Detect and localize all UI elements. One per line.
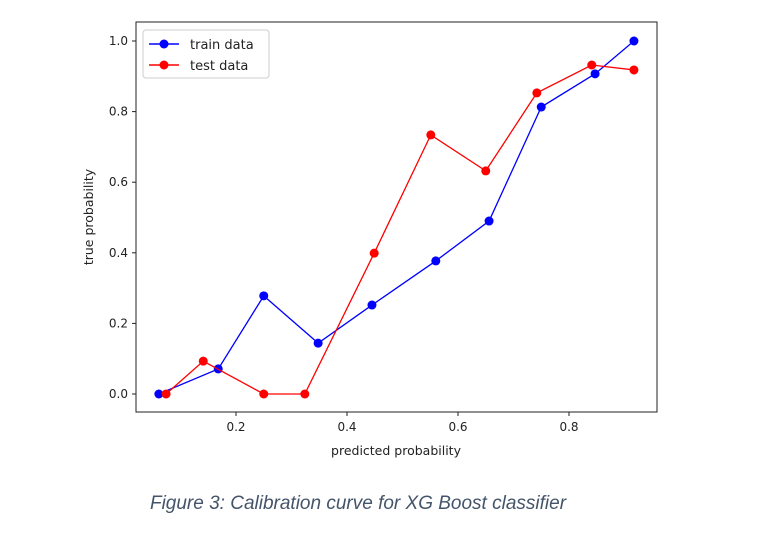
test-data-point xyxy=(161,389,171,399)
legend: train data test data xyxy=(142,29,270,79)
y-tick-label: 0.0 xyxy=(109,387,128,401)
test-data-point xyxy=(481,166,491,176)
train-data-point xyxy=(629,36,639,46)
test-data-point xyxy=(259,389,269,399)
legend-train-label: train data xyxy=(190,38,254,53)
legend-box xyxy=(142,29,270,79)
x-tick-label: 0.4 xyxy=(337,420,356,434)
y-tick-label: 0.8 xyxy=(109,105,128,119)
test-data-point xyxy=(426,130,436,140)
x-axis-label: predicted probability xyxy=(331,443,462,458)
y-tick-label: 0.2 xyxy=(109,316,128,330)
y-tick-label: 1.0 xyxy=(109,34,128,48)
legend-test-label: test data xyxy=(190,59,248,74)
test-data-point xyxy=(300,389,310,399)
train-data-point xyxy=(536,102,546,112)
train-data-point xyxy=(431,256,441,266)
legend-test-marker xyxy=(159,60,169,70)
legend-train-marker xyxy=(159,39,169,49)
test-data-point xyxy=(369,248,379,258)
plot-frame xyxy=(135,21,658,413)
test-data-point xyxy=(532,88,542,98)
y-axis-label: true probability xyxy=(81,168,96,265)
train-data-point xyxy=(367,300,377,310)
train-data-point xyxy=(484,216,494,226)
y-tick-label: 0.6 xyxy=(109,175,128,189)
train-data-point xyxy=(590,69,600,79)
x-tick-label: 0.2 xyxy=(226,420,245,434)
x-tick-label: 0.8 xyxy=(559,420,578,434)
figure-caption: Figure 3: Calibration curve for XG Boost… xyxy=(149,493,567,514)
x-tick-label: 0.6 xyxy=(448,420,467,434)
test-data-point xyxy=(629,65,639,75)
y-tick-label: 0.4 xyxy=(109,246,128,260)
series-line-test xyxy=(165,64,635,395)
train-data-point xyxy=(313,338,323,348)
train-data-point xyxy=(259,291,269,301)
train-data-point xyxy=(154,389,164,399)
series-line-train xyxy=(158,40,635,395)
test-data-point xyxy=(198,356,208,366)
test-data-point xyxy=(587,60,597,70)
